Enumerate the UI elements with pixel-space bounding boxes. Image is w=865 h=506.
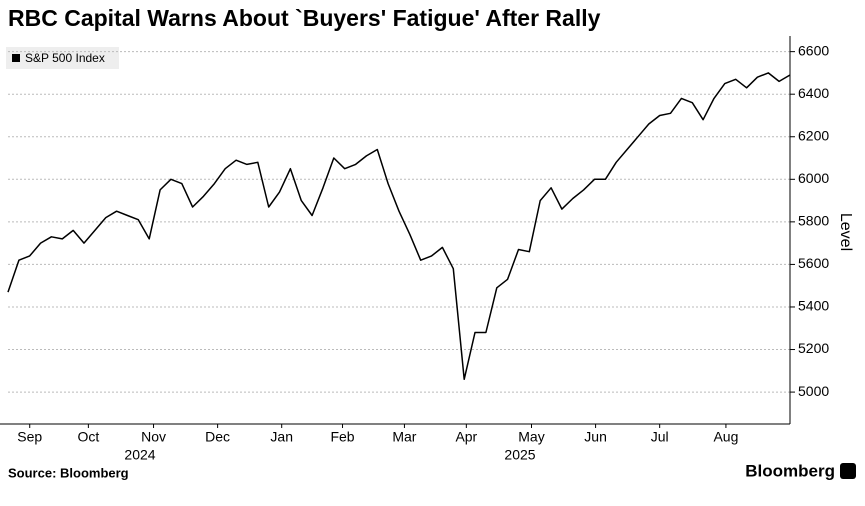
source: Source: Bloomberg — [8, 465, 129, 480]
y-tick-label: 6200 — [798, 127, 829, 143]
legend-swatch — [12, 54, 20, 62]
x-tick-label: May — [518, 429, 544, 445]
legend-label: S&P 500 Index — [25, 51, 105, 65]
year-label: 2024 — [124, 447, 155, 463]
x-tick-label: Jun — [584, 429, 607, 445]
x-tick-label: Mar — [392, 429, 416, 445]
y-tick-label: 5000 — [798, 383, 829, 399]
x-tick-label: Sep — [17, 429, 42, 445]
brand: Bloomberg — [745, 461, 835, 480]
y-axis-label: Level — [837, 213, 854, 251]
x-tick-label: Aug — [713, 429, 738, 445]
y-tick-label: 6400 — [798, 85, 829, 101]
y-tick-label: 5800 — [798, 213, 829, 229]
x-tick-label: Jul — [651, 429, 669, 445]
y-tick-label: 6000 — [798, 170, 829, 186]
y-tick-label: 6600 — [798, 42, 829, 58]
x-tick-label: Feb — [330, 429, 354, 445]
y-tick-label: 5400 — [798, 298, 829, 314]
brand-icon — [840, 463, 856, 479]
y-tick-label: 5200 — [798, 340, 829, 356]
year-label: 2025 — [504, 447, 535, 463]
x-tick-label: Oct — [77, 429, 99, 445]
y-tick-label: 5600 — [798, 255, 829, 271]
x-tick-label: Dec — [205, 429, 230, 445]
x-tick-label: Nov — [141, 429, 166, 445]
line — [7, 72, 791, 381]
legend-box — [6, 47, 119, 69]
x-tick-label: Jan — [270, 429, 293, 445]
chart-title: RBC Capital Warns About `Buyers' Fatigue… — [8, 5, 601, 31]
x-tick-label: Apr — [455, 429, 477, 445]
